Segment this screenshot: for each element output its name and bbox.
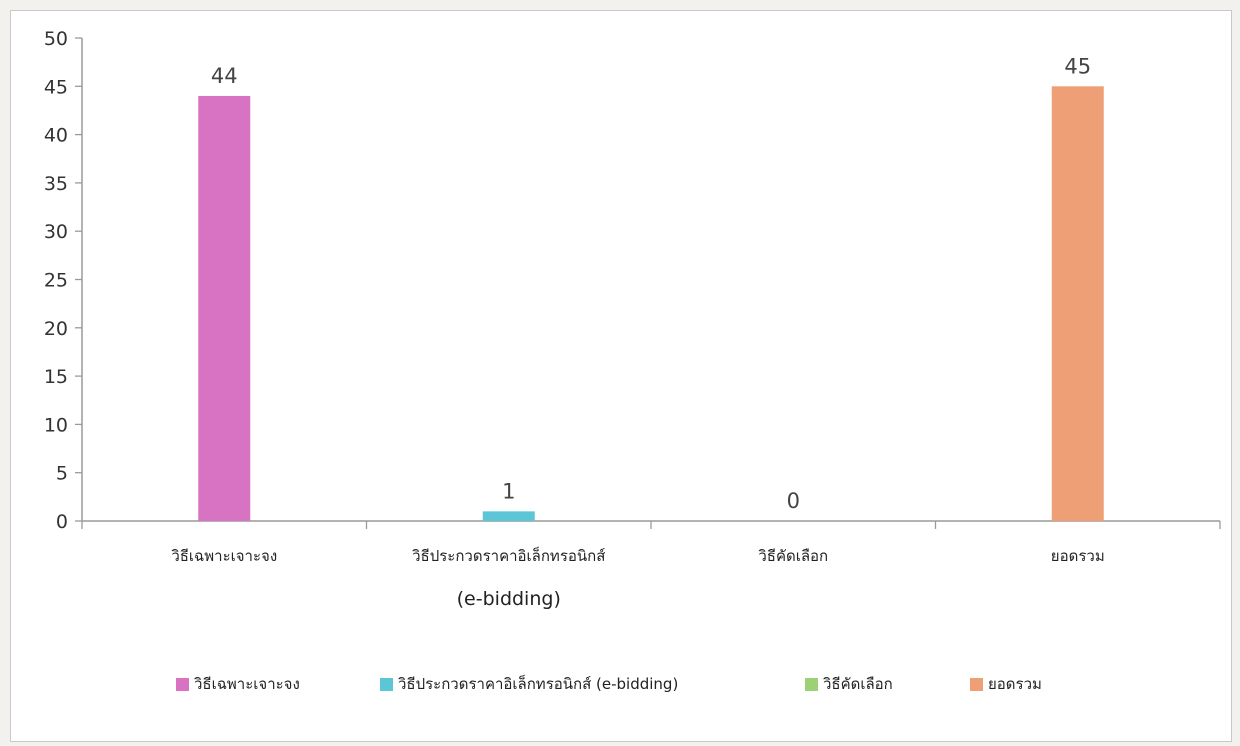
- y-tick-label: 25: [44, 270, 68, 292]
- legend-label-selection: วิธีคัดเลือก: [823, 675, 893, 693]
- bar-total: [1051, 86, 1104, 522]
- legend-item-selection: วิธีคัดเลือก: [805, 672, 893, 696]
- x-category-label: (e-bidding): [457, 588, 561, 610]
- y-tick-label: 45: [44, 76, 68, 98]
- x-category-label: วิธีประกวดราคาอิเล็กทรอนิกส์: [412, 546, 606, 565]
- legend-label-specific: วิธีเฉพาะเจาะจง: [194, 675, 300, 693]
- y-tick-label: 50: [44, 28, 68, 50]
- x-category-label: ยอดรวม: [1051, 547, 1105, 565]
- legend-swatch-specific: [176, 677, 189, 691]
- legend-label-e-bidding: วิธีประกวดราคาอิเล็กทรอนิกส์ (e-bidding): [398, 675, 679, 693]
- label-layer: 0 5 10 15 20 25 30 35 40 45 50 44 วิธีเฉพาะเจาะจง 1 วิ…: [44, 28, 1105, 610]
- y-tick-label: 30: [44, 221, 68, 243]
- y-tick-label: 15: [44, 366, 68, 388]
- data-label: 45: [1064, 54, 1091, 78]
- legend-item-specific: วิธีเฉพาะเจาะจง: [176, 672, 300, 696]
- legend: วิธีเฉพาะเจาะจง วิธีประกวดราคาอิเล็กทรอน…: [0, 672, 1240, 702]
- y-tick-label: 35: [44, 173, 68, 195]
- bar-specific: [198, 95, 251, 522]
- x-category-label: วิธีคัดเลือก: [758, 547, 828, 565]
- data-label: 1: [502, 479, 515, 503]
- data-label: 44: [211, 64, 238, 88]
- y-tick-label: 5: [56, 463, 68, 485]
- y-tick-label: 20: [44, 318, 68, 340]
- axis-layer: [75, 37, 1221, 529]
- legend-swatch-selection: [805, 677, 818, 691]
- y-tick-label: 0: [56, 511, 68, 533]
- legend-item-total: ยอดรวม: [970, 672, 1042, 696]
- x-category-label: วิธีเฉพาะเจาะจง: [171, 547, 277, 565]
- bar-layer: [198, 86, 1104, 522]
- y-tick-label: 40: [44, 125, 68, 147]
- bar-e-bidding: [482, 511, 535, 521]
- legend-item-e-bidding: วิธีประกวดราคาอิเล็กทรอนิกส์ (e-bidding): [380, 672, 678, 696]
- legend-swatch-total: [970, 677, 983, 691]
- legend-swatch-e-bidding: [380, 677, 393, 691]
- y-tick-label: 10: [44, 414, 68, 436]
- legend-label-total: ยอดรวม: [988, 675, 1042, 693]
- data-label: 0: [787, 489, 800, 513]
